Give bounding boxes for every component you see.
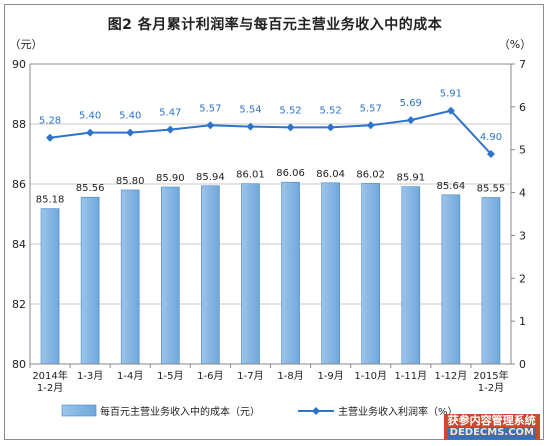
legend-line-marker	[312, 407, 320, 415]
line-value-label: 5.57	[360, 103, 382, 114]
line-marker	[286, 123, 295, 132]
right-tick-label: 0	[519, 358, 526, 371]
bar	[361, 183, 381, 365]
x-tick-label: 1-9月	[317, 370, 343, 382]
line-series: 5.28 5.40 5.40 5.47 5.57 5.54 5.52 5.52 5.57 5.69…	[39, 89, 502, 158]
x-tick-label: 1-3月	[77, 370, 103, 382]
bar	[281, 181, 300, 365]
x-tick-label: 2014年	[32, 369, 67, 382]
bar	[481, 197, 501, 365]
gridlines	[30, 63, 511, 365]
left-tick-label: 80	[12, 358, 26, 371]
bar-value-label: 86.06	[276, 168, 305, 179]
bar	[401, 186, 421, 365]
line-value-label: 5.57	[199, 103, 221, 114]
bar	[160, 186, 180, 365]
bar-value-label: 85.55	[477, 184, 506, 195]
profit-rate-line	[49, 109, 492, 155]
x-tick-label: 1-10月	[354, 370, 387, 382]
right-tick-label: 6	[519, 101, 526, 114]
right-tick-label: 4	[519, 187, 526, 200]
line-value-label: 5.69	[400, 98, 422, 109]
left-axis-unit: （元）	[10, 38, 43, 51]
left-tick-label: 86	[12, 178, 26, 191]
bar-series: 85.18 85.56 85.80 85.90 85.94 86.01 86.06 86.04…	[36, 168, 506, 365]
bar	[241, 183, 260, 365]
bar-value-label: 85.94	[196, 172, 225, 183]
x-tick-label: 1-4月	[117, 370, 143, 382]
left-tick-label: 82	[12, 298, 26, 311]
x-tick-label: 2015年	[473, 369, 508, 382]
line-value-label: 5.47	[159, 108, 181, 119]
bar-value-label: 86.04	[316, 169, 345, 180]
right-tick-label: 5	[519, 144, 526, 157]
line-marker	[366, 121, 375, 130]
legend-bar-swatch	[61, 404, 97, 417]
bar-value-label: 85.64	[437, 181, 466, 192]
x-tick-label: 1-5月	[157, 370, 183, 382]
line-value-label: 5.52	[279, 105, 301, 116]
line-marker	[126, 128, 135, 137]
right-tick-label: 2	[519, 272, 526, 285]
line-marker	[166, 125, 175, 134]
left-tick-label: 88	[12, 118, 26, 131]
x-tick-label: 1-12月	[435, 370, 468, 382]
line-marker	[326, 123, 335, 132]
left-tick-label: 84	[12, 238, 26, 251]
bar	[120, 189, 140, 365]
line-value-label: 5.40	[79, 111, 101, 122]
bar-value-label: 85.56	[76, 183, 105, 194]
line-value-label: 5.54	[239, 105, 261, 116]
x-tick-label: 1-11月	[394, 370, 427, 382]
line-value-label: 5.40	[119, 111, 141, 122]
line-marker	[446, 106, 455, 115]
x-tick-label: 1-8月	[277, 370, 303, 382]
line-value-label: 5.28	[39, 116, 61, 127]
line-marker	[246, 122, 255, 131]
right-axis-unit: （%）	[499, 38, 531, 51]
line-value-label: 4.90	[480, 132, 502, 143]
bar	[441, 194, 461, 365]
legend: 每百元主营业务收入中的成本（元） 主营业务收入利润率（%）	[61, 404, 458, 418]
bar-value-label: 85.90	[156, 173, 185, 184]
line-marker	[486, 150, 495, 158]
left-tick-label: 90	[12, 58, 26, 71]
line-marker	[206, 121, 215, 130]
x-tick-label: 1-2月	[478, 382, 504, 394]
watermark-logo: 获参内容管理系统 DEDECMS.COM	[443, 414, 540, 440]
bar	[201, 185, 220, 365]
watermark-line1: 获参内容管理系统	[447, 414, 536, 427]
right-tick-label: 7	[519, 58, 526, 71]
line-value-label: 5.52	[319, 105, 341, 116]
line-marker	[46, 133, 55, 142]
right-tick-label: 3	[519, 229, 526, 242]
chart-title: 图2 各月累计利润率与每百元主营业务收入中的成本	[107, 17, 443, 33]
bar-value-label: 86.02	[356, 169, 385, 180]
legend-bar-label: 每百元主营业务收入中的成本（元）	[100, 405, 260, 418]
line-marker	[86, 128, 95, 137]
bar-value-label: 85.80	[116, 176, 145, 187]
bar	[40, 208, 60, 365]
bar	[80, 196, 100, 365]
watermark-line2: DEDECMS.COM	[447, 427, 536, 439]
line-value-label: 5.91	[440, 89, 462, 100]
bar-value-label: 86.01	[236, 170, 265, 181]
bar	[321, 182, 340, 365]
right-tick-label: 1	[519, 315, 526, 328]
x-tick-label: 1-6月	[197, 370, 223, 382]
x-tick-label: 1-2月	[37, 382, 63, 394]
line-marker	[406, 116, 415, 125]
bar-value-label: 85.91	[396, 173, 425, 184]
legend-line-label: 主营业务收入利润率（%）	[338, 405, 458, 418]
x-tick-label: 1-7月	[237, 370, 263, 382]
bar-value-label: 85.18	[36, 195, 65, 206]
plot-border	[29, 63, 512, 365]
